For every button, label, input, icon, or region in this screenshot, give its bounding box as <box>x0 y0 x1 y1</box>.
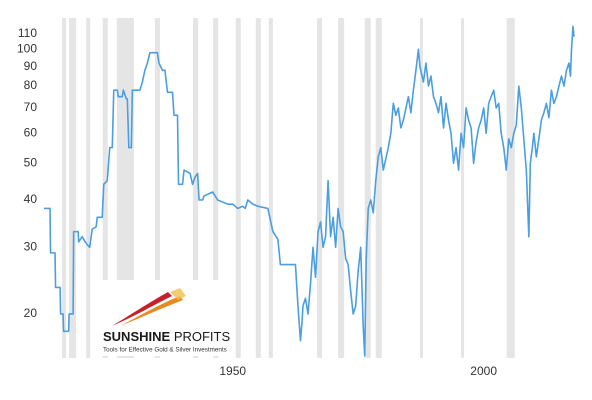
recession-band <box>255 18 261 358</box>
x-tick-label: 1950 <box>219 364 246 378</box>
price-line <box>44 25 575 357</box>
recession-band <box>193 18 199 358</box>
y-tick-label: 100 <box>17 42 37 56</box>
recession-band <box>116 18 134 358</box>
recession-band <box>235 18 241 358</box>
logo-swoosh <box>112 292 172 326</box>
recession-band <box>461 18 465 358</box>
plot-layer: 20 30 40 50 60 70 80 90 100 110 1950 2000 <box>17 25 575 378</box>
y-tick-label: 60 <box>24 126 38 140</box>
y-tick-label: 80 <box>24 78 38 92</box>
logo-brand-light: PROFITS <box>174 329 231 344</box>
logo-tagline: Tools for Effective Gold & Silver Invest… <box>103 347 227 354</box>
recession-band <box>419 18 423 358</box>
recession-band <box>268 18 273 358</box>
logo-brand-bold: SUNSHINE <box>103 329 171 344</box>
logo-swoosh <box>170 288 186 300</box>
recession-band <box>375 18 382 358</box>
recession-band <box>62 18 67 358</box>
logo-brand: SUNSHINE PROFITS <box>103 329 230 344</box>
recession-band <box>364 18 371 358</box>
recession-band <box>69 18 77 358</box>
y-tick-label: 20 <box>24 306 38 320</box>
x-tick-label: 2000 <box>470 364 497 378</box>
recession-band <box>86 18 91 358</box>
recession-band <box>213 18 219 358</box>
recession-band <box>338 18 345 358</box>
logo-background <box>100 280 226 356</box>
y-tick-label: 90 <box>24 59 38 73</box>
recession-layer <box>62 18 515 358</box>
recession-band <box>102 18 108 358</box>
logo-swoosh <box>120 296 183 326</box>
recession-band <box>506 18 515 358</box>
y-tick-label: 110 <box>18 26 37 40</box>
y-tick-label: 30 <box>24 239 38 253</box>
y-tick-label: 50 <box>24 155 38 169</box>
y-tick-label: 70 <box>24 100 38 114</box>
logo: SUNSHINE PROFITS Tools for Effective Gol… <box>100 280 230 356</box>
recession-band <box>317 18 323 358</box>
recession-band <box>154 18 160 358</box>
y-tick-label: 40 <box>24 192 38 206</box>
